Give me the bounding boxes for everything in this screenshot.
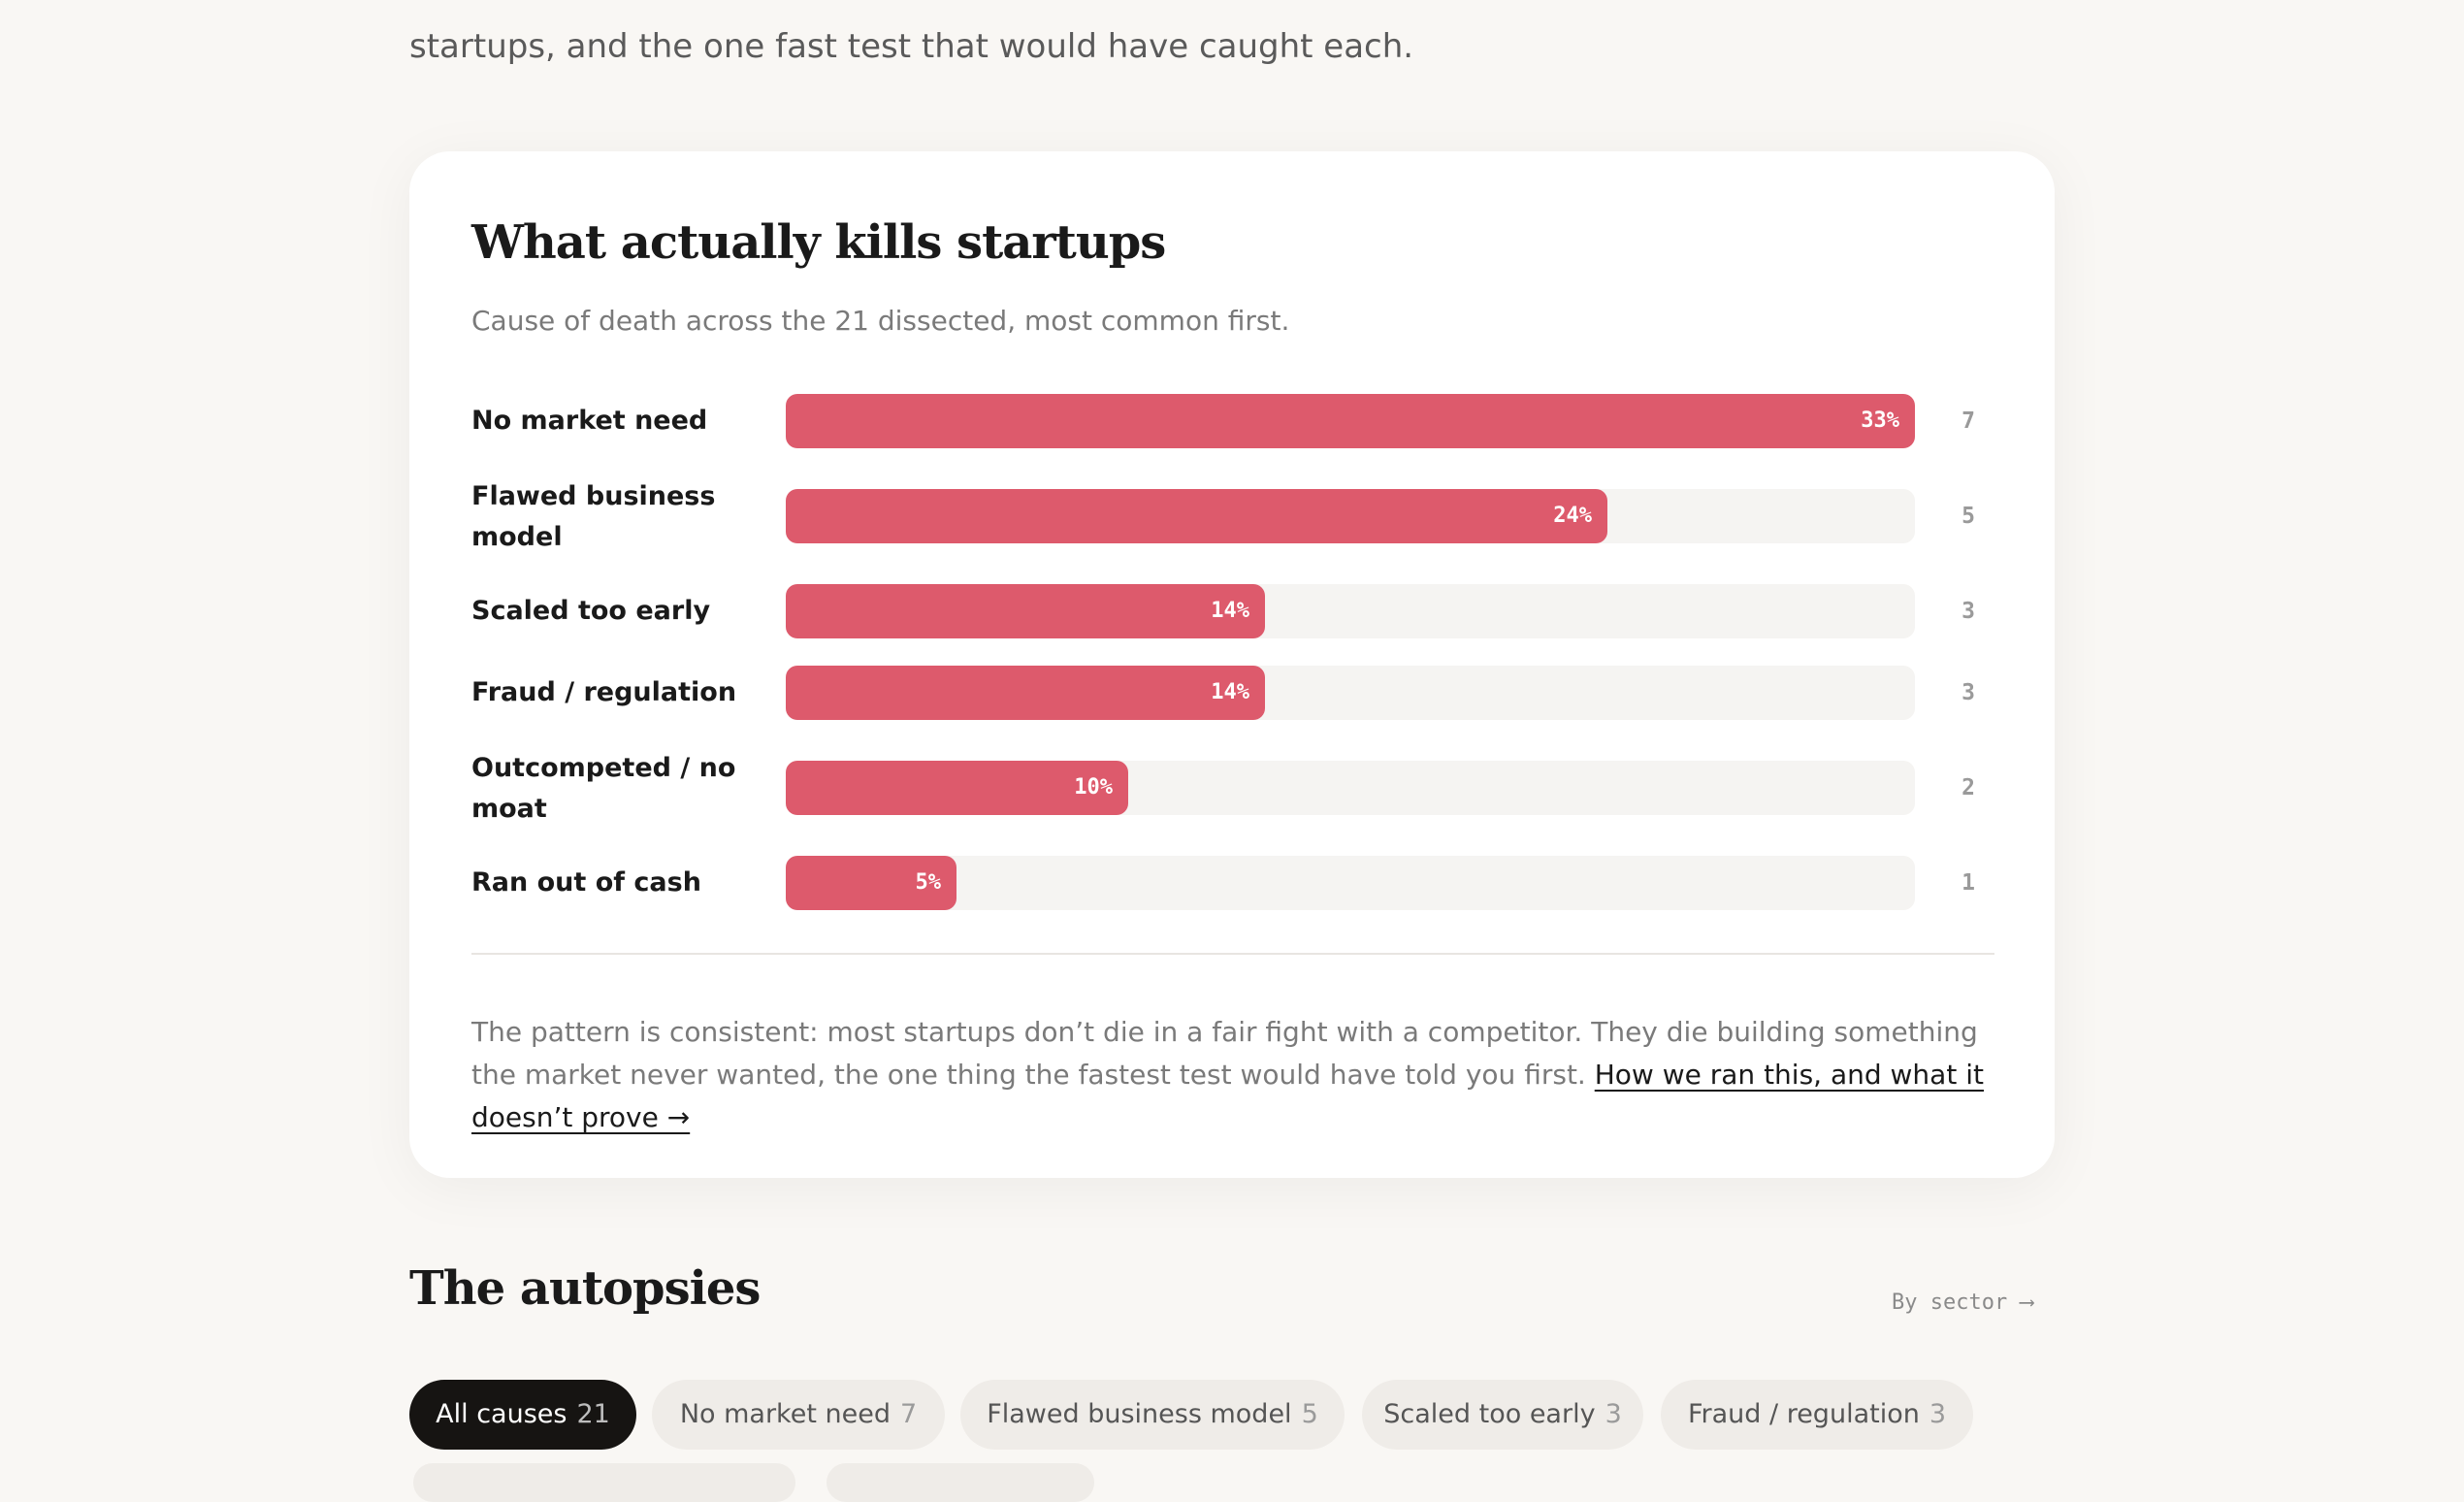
filter-chip-peek[interactable] bbox=[827, 1463, 1094, 1502]
bar: 5% bbox=[786, 856, 956, 910]
intro-text: startups, and the one fast test that wou… bbox=[409, 27, 1414, 66]
filter-chip-count: 3 bbox=[1605, 1399, 1622, 1429]
bar-count: 1 bbox=[1961, 870, 1975, 896]
chart-title: What actually kills startups bbox=[471, 215, 1166, 270]
bar-count: 2 bbox=[1961, 775, 1975, 800]
bar-count: 7 bbox=[1961, 408, 1975, 434]
bar: 24% bbox=[786, 489, 1607, 543]
footnote-text: The pattern is consistent: most startups… bbox=[471, 1016, 1978, 1091]
filter-chip-label: Fraud / regulation bbox=[1687, 1399, 1920, 1429]
bar: 14% bbox=[786, 666, 1265, 720]
filter-chip[interactable]: Fraud / regulation 3 bbox=[1661, 1380, 1973, 1450]
bar-label: No market need bbox=[471, 406, 708, 436]
chart-footnote: The pattern is consistent: most startups… bbox=[471, 1011, 2014, 1139]
filter-chip[interactable]: All causes 21 bbox=[409, 1380, 636, 1450]
bar-row: No market need 33% 7 bbox=[471, 394, 2024, 448]
bar-label: Fraud / regulation bbox=[471, 677, 737, 707]
bar: 33% bbox=[786, 394, 1915, 448]
filter-chip-count: 5 bbox=[1301, 1399, 1318, 1429]
bar-track: 5% bbox=[786, 856, 1915, 910]
chart-subtitle: Cause of death across the 21 dissected, … bbox=[471, 305, 1290, 337]
bar-track: 14% bbox=[786, 666, 1915, 720]
bar-value-label: 24% bbox=[1553, 504, 1592, 528]
filter-chip-count: 3 bbox=[1929, 1399, 1947, 1429]
divider bbox=[471, 953, 1994, 955]
filter-chip[interactable]: Flawed business model 5 bbox=[960, 1380, 1345, 1450]
bar-value-label: 14% bbox=[1211, 599, 1249, 623]
causes-chart-card: What actually kills startups Cause of de… bbox=[409, 151, 2055, 1178]
filter-chip-label: Scaled too early bbox=[1383, 1399, 1596, 1429]
by-sector-link[interactable]: By sector ⟶ bbox=[1892, 1290, 2033, 1315]
bar-value-label: 10% bbox=[1074, 775, 1113, 800]
bar: 10% bbox=[786, 761, 1128, 815]
section-title: The autopsies bbox=[409, 1261, 761, 1316]
bar-track: 24% bbox=[786, 489, 1915, 543]
filter-chip-count: 21 bbox=[576, 1399, 610, 1429]
bar-row: Ran out of cash 5% 1 bbox=[471, 856, 2024, 910]
bar-row: Flawed business model 24% 5 bbox=[471, 481, 2024, 552]
bar-label: Ran out of cash bbox=[471, 867, 701, 898]
filter-chip-count: 7 bbox=[900, 1399, 918, 1429]
filter-chip-label: Flawed business model bbox=[987, 1399, 1292, 1429]
filter-chip-label: No market need bbox=[679, 1399, 891, 1429]
bar: 14% bbox=[786, 584, 1265, 638]
bar-value-label: 33% bbox=[1861, 408, 1899, 433]
bar-label: Outcompeted / no moat bbox=[471, 753, 736, 824]
filter-chip-peek[interactable] bbox=[413, 1463, 795, 1502]
filter-chip-label: All causes bbox=[436, 1399, 567, 1429]
bar-label: Scaled too early bbox=[471, 596, 711, 626]
bar-row: Outcompeted / no moat 10% 2 bbox=[471, 753, 2024, 824]
bar-label: Flawed business model bbox=[471, 481, 716, 552]
bar-count: 5 bbox=[1961, 504, 1975, 529]
methodology-link[interactable]: How we ran this, and what it doesn’t pro… bbox=[471, 1059, 1984, 1133]
bar-count: 3 bbox=[1961, 680, 1975, 705]
bar-row: Scaled too early 14% 3 bbox=[471, 584, 2024, 638]
filter-chip[interactable]: Scaled too early 3 bbox=[1362, 1380, 1643, 1450]
bar-value-label: 5% bbox=[915, 870, 942, 895]
bar-track: 10% bbox=[786, 761, 1915, 815]
filter-chip[interactable]: No market need 7 bbox=[652, 1380, 945, 1450]
bar-count: 3 bbox=[1961, 599, 1975, 624]
bar-track: 14% bbox=[786, 584, 1915, 638]
bar-row: Fraud / regulation 14% 3 bbox=[471, 666, 2024, 720]
bar-track: 33% bbox=[786, 394, 1915, 448]
bar-value-label: 14% bbox=[1211, 680, 1249, 704]
